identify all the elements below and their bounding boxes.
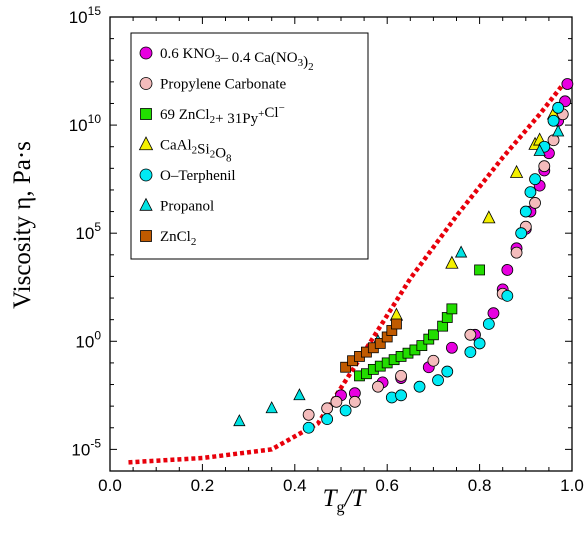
y-tick-label: 1015 [69, 4, 102, 27]
legend-label: Propylene Carbonate [160, 77, 287, 93]
series-4 [302, 101, 565, 434]
legend-box [130, 32, 369, 260]
data-point [482, 210, 496, 224]
data-point [391, 318, 402, 330]
x-tick-label: 0.8 [468, 476, 492, 495]
data-point [552, 101, 565, 114]
legend-label: CaAl2Si2O8 [160, 138, 232, 165]
legend-label: 69 ZnCl2+ 31Py+Cl− [160, 102, 285, 127]
data-point [501, 289, 514, 302]
data-point [321, 413, 334, 426]
data-point [487, 307, 500, 320]
legend-label: 0.6 KNO3– 0.4 Ca(NO3)2 [160, 46, 314, 73]
legend-marker [139, 197, 153, 211]
legend-marker [140, 108, 152, 120]
data-point [330, 395, 343, 408]
data-point [293, 388, 306, 401]
legend-label: O–Terphenil [160, 168, 236, 184]
data-point [395, 389, 407, 402]
x-axis-title: Tg/T [323, 485, 368, 516]
data-point [519, 205, 532, 218]
data-point [533, 143, 546, 156]
data-point [395, 369, 407, 382]
data-point [551, 124, 565, 137]
fragility-curve [128, 80, 567, 465]
data-point [510, 246, 523, 259]
data-point [416, 340, 428, 352]
x-axis-title-rest: /T [343, 485, 368, 512]
data-point [524, 186, 537, 199]
data-point [432, 374, 444, 387]
legend-marker [138, 136, 154, 151]
legend-marker [140, 230, 152, 242]
data-point [529, 197, 541, 209]
series-6 [340, 318, 402, 373]
legend-marker [139, 46, 153, 60]
data-point [441, 365, 454, 378]
data-point [265, 401, 278, 414]
x-tick-label: 0.2 [191, 476, 215, 495]
data-point [538, 160, 551, 173]
legend: 0.6 KNO3– 0.4 Ca(NO3)2 Propylene Carbonat… [130, 32, 369, 260]
data-points-layer [233, 78, 574, 434]
x-tick-label: 1.0 [560, 476, 584, 495]
series-2 [354, 264, 486, 382]
data-point [464, 346, 477, 358]
data-point [302, 408, 315, 421]
axis-ticks: 0.0 0.2 0.4 0.6 0.8 1.0 10-5 100 105 1010 1015 [69, 4, 584, 495]
x-tick-label: 0.0 [98, 476, 122, 495]
data-point [515, 227, 528, 240]
legend-marker [139, 77, 153, 90]
y-tick-label: 105 [75, 220, 101, 243]
data-point [509, 164, 524, 178]
data-point [482, 318, 495, 330]
data-point [340, 361, 352, 373]
legend-marker [139, 168, 153, 182]
data-point [473, 337, 486, 350]
x-axis-title-sub: g [337, 499, 345, 516]
data-point [454, 245, 468, 258]
legend-label: ZnCl2 [160, 229, 196, 248]
data-point [321, 402, 334, 415]
legend-label: Propanol [160, 199, 214, 215]
x-tick-label: 0.4 [283, 476, 307, 495]
data-point [547, 114, 560, 127]
data-point [302, 421, 315, 434]
data-point [339, 404, 352, 417]
y-tick-label: 100 [75, 328, 101, 351]
fragility-curve-layer [128, 80, 567, 465]
data-point [474, 264, 486, 276]
x-axis-title-main: T [323, 485, 339, 512]
data-point [427, 329, 439, 341]
y-tick-label: 10-5 [71, 436, 101, 459]
y-tick-label: 1010 [69, 112, 102, 135]
data-point [233, 414, 246, 427]
data-point [529, 173, 541, 186]
data-point [445, 255, 459, 269]
data-point [561, 78, 574, 90]
data-point [413, 380, 426, 393]
y-axis-title: Viscosity η, Pa·s [9, 141, 36, 309]
data-point [446, 303, 458, 315]
data-point [445, 341, 458, 354]
data-point [464, 328, 477, 341]
x-tick-label: 0.6 [375, 476, 399, 495]
data-point [427, 354, 440, 367]
series-1 [302, 108, 569, 421]
data-point [374, 338, 386, 349]
data-point [501, 264, 514, 276]
data-point [348, 395, 361, 408]
data-point [372, 380, 384, 393]
